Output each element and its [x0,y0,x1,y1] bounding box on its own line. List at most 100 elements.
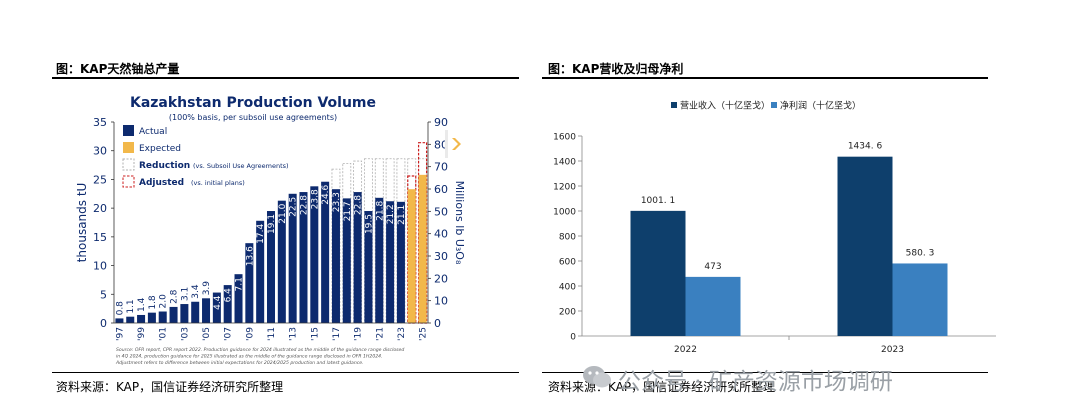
bar-data-label: 1434. 6 [848,142,883,152]
bar-actual [212,292,221,323]
bar-data-label: 1.1 [126,299,136,313]
y-tick-label: 0 [100,317,107,330]
kazakhstan-production-chart: Kazakhstan Production Volume (100% basis… [56,80,468,370]
bar-actual [331,189,340,323]
y-right-tick-label: 30 [434,250,448,263]
x-tick-label: '17 [332,327,342,341]
x-tick-label: '09 [245,327,255,341]
bar-actual [364,211,373,323]
y-right-tick-label: 10 [434,295,448,308]
x-tick-label: 2022 [674,345,697,355]
right-bottom-rule [542,372,988,373]
chart-footnote: Adjustment refers to difference between … [115,360,364,366]
bar-data-label: 4.4 [213,295,223,310]
bar-data-label: 3.9 [202,281,212,296]
bar-net-profit [685,276,741,336]
bar-data-label: 21.8 [375,201,385,221]
y-right-tick-label: 20 [434,272,448,285]
bar-net-profit [892,263,948,336]
bar-actual [223,285,232,323]
y-tick-label: 1600 [553,133,576,143]
y-right-tick-label: 70 [434,161,448,174]
bar-actual [245,243,254,323]
legend-swatch [771,102,777,108]
y-tick-label: 30 [93,145,107,158]
bar-actual [266,211,276,323]
legend-swatch [122,158,135,171]
legend-note: (vs. initial plans) [191,179,245,187]
legend-swatch [122,175,135,188]
x-tick-label: '15 [310,327,320,341]
bar-data-label: 6.4 [224,288,234,303]
legend-label: Actual [139,127,167,137]
y-right-tick-label: 90 [434,116,448,129]
bar-data-label: 473 [704,262,721,272]
bar-data-label: 1.4 [137,297,147,312]
bar-data-label: 21.1 [397,205,407,225]
y-axis-title: thousands tU [75,183,89,263]
x-tick-label: '07 [224,327,234,341]
y-right-tick-label: 80 [434,138,448,151]
legend-swatch [123,125,134,136]
y-tick-label: 0 [570,333,576,343]
bar-data-label: 22.5 [289,197,299,217]
bar-actual [386,201,395,323]
x-tick-label: '25 [419,327,429,341]
left-title-rule [52,77,519,79]
legend-note: (vs. Subsoil Use Agreements) [193,162,289,170]
bar-expected [407,189,416,323]
bar-actual [202,298,211,323]
bar-actual [375,197,384,323]
bar-data-label: 13.6 [245,246,255,266]
bar-data-label: 21.0 [278,203,288,223]
left-source-note: 资料来源：KAP，国信证券经济研究所整理 [56,380,284,394]
chart-footnote: Source: OFR report, CPR report 2022. Pro… [116,347,404,353]
bar-actual [169,306,178,323]
right-panel-title: 图：KAP营收及归母净利 [548,62,684,76]
x-tick-label: '03 [180,327,190,341]
wechat-icon [583,366,611,388]
y-right-tick-label: 50 [434,205,448,218]
bar-data-label: 2.8 [170,289,180,304]
y-tick-label: 1400 [553,158,576,168]
y-right-tick-label: 0 [434,317,441,330]
legend-label: Expected [139,144,181,154]
bar-data-label: 3.1 [180,287,190,301]
bar-data-label: 1001. 1 [641,196,675,206]
x-tick-label: '01 [159,327,169,341]
y-right-tick-label: 60 [434,183,448,196]
chart-footnote: in 4Q 2024, production guidance for 2025… [116,354,383,360]
bar-data-label: 19.5 [364,214,374,234]
bar-actual [158,311,167,323]
legend-label: Adjusted [139,178,184,188]
bar-actual [353,192,362,323]
bar-actual [191,301,200,323]
left-panel-title: 图：KAP天然铀总产量 [56,62,180,76]
watermark-text: 公众号 · 矿产资源市场调研 [618,369,893,395]
y-tick-label: 10 [93,260,107,273]
bar-data-label: 23.8 [310,189,320,209]
bar-actual [256,220,265,323]
y-tick-label: 15 [93,231,107,244]
revenue-profit-chart: 营业收入（十亿坚戈） 净利润（十亿坚戈） 0 200 400 600 800 1000 120… [540,96,1010,366]
y-tick-label: 20 [93,202,107,215]
bar-data-label: 19.1 [267,214,277,234]
y-tick-label: 600 [559,258,576,268]
bar-actual [310,186,319,323]
left-bottom-rule [52,372,519,373]
bar-data-label: 21.7 [343,201,353,221]
chart-subtitle: (100% basis, per subsoil use agreements) [169,113,337,122]
bar-data-label: 21.2 [386,204,396,224]
x-tick-label: '97 [115,327,125,341]
bar-data-label: 22.8 [354,195,364,215]
legend-label: 营业收入（十亿坚戈） [680,100,770,112]
chevron-divider [445,130,448,158]
bar-actual [115,318,124,323]
bar-data-label: 0.8 [115,301,125,316]
bar-actual [277,200,286,323]
x-tick-label: '19 [354,327,364,341]
x-tick-label: '21 [375,327,385,341]
y-right-tick-label: 40 [434,228,448,241]
bar-actual [342,198,351,323]
bar-actual [147,312,156,323]
